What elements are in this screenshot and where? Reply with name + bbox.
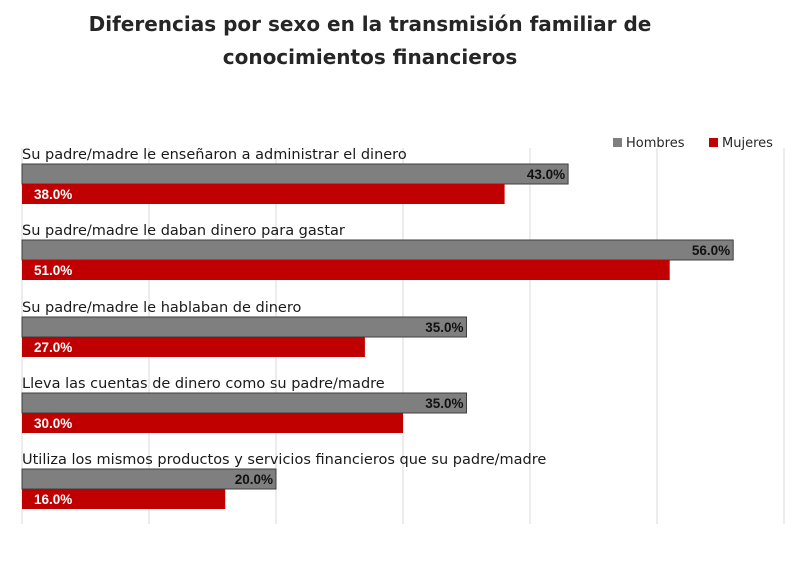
data-label-hombres-5: 20.0% [235,472,273,487]
category-label-1: Su padre/madre le enseñaron a administra… [22,147,407,163]
category-label-3: Su padre/madre le hablaban de dinero [22,300,301,316]
bar-mujeres-2 [22,260,670,280]
bar-hombres-3 [21,316,467,338]
bars: Su padre/madre le enseñaron a administra… [21,147,734,509]
data-label-mujeres-2: 51.0% [34,263,72,278]
data-label-mujeres-1: 38.0% [34,187,72,202]
data-label-hombres-1: 43.0% [527,167,565,182]
bar-mujeres-4 [22,413,403,433]
category-label-4: Lleva las cuentas de dinero como su padr… [22,376,385,392]
legend-label-hombres: Hombres [626,136,685,151]
bar-mujeres-5 [22,489,226,509]
bar-hombres-1 [21,163,569,185]
data-label-hombres-3: 35.0% [425,320,463,335]
bar-hombres-4 [21,392,467,414]
legend-swatch-hombres [613,138,622,147]
data-label-mujeres-3: 27.0% [34,340,72,355]
data-label-hombres-4: 35.0% [425,396,463,411]
bar-mujeres-3 [22,337,365,357]
category-label-5: Utiliza los mismos productos y servicios… [22,452,546,468]
legend: Hombres Mujeres [613,136,773,151]
legend-label-mujeres: Mujeres [722,136,773,151]
bar-hombres-2 [21,239,734,261]
chart-title-line-2: conocimientos financieros [223,45,518,69]
bar-mujeres-1 [22,184,505,204]
data-label-mujeres-4: 30.0% [34,416,72,431]
chart-title-line-1: Diferencias por sexo en la transmisión f… [89,12,652,36]
data-label-mujeres-5: 16.0% [34,492,72,507]
category-label-2: Su padre/madre le daban dinero para gast… [22,223,345,239]
legend-swatch-mujeres [709,138,718,147]
data-label-hombres-2: 56.0% [692,243,730,258]
